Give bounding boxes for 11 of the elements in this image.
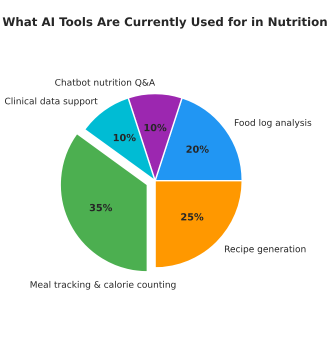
slice-label: Meal tracking & calorie counting <box>30 280 176 290</box>
data-label: 10% <box>114 134 136 142</box>
slice-label: Chatbot nutrition Q&A <box>55 78 156 87</box>
data-label: 25% <box>181 213 204 221</box>
data-label: 35% <box>90 204 112 212</box>
slice-label: Clinical data support <box>4 97 98 106</box>
slice-label: Recipe generation <box>224 245 306 254</box>
data-label: 10% <box>144 124 166 132</box>
chart-title: What AI Tools Are Currently Used for in Nutrition <box>2 17 327 29</box>
data-label: 20% <box>186 145 209 153</box>
slice-label: Food log analysis <box>234 119 312 128</box>
